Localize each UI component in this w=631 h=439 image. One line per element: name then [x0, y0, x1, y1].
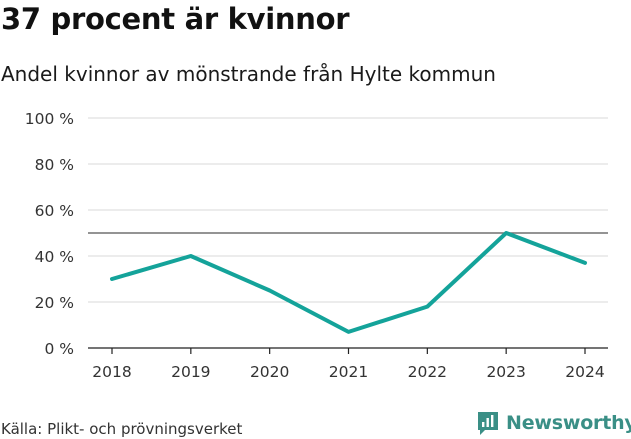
chart-title: 37 procent är kvinnor	[1, 2, 350, 36]
newsworthy-logo-icon	[478, 412, 498, 435]
y-tick-label: 40 %	[35, 248, 74, 266]
y-tick-label: 100 %	[25, 110, 74, 128]
series-line	[110, 231, 587, 334]
x-tick-label: 2021	[329, 363, 368, 381]
chart-subtitle: Andel kvinnor av mönstrande från Hylte k…	[1, 62, 496, 86]
y-tick-label: 0 %	[44, 340, 74, 358]
x-tick-label: 2024	[565, 363, 604, 381]
y-tick-label: 80 %	[35, 156, 74, 174]
x-tick-label: 2019	[171, 363, 210, 381]
x-tick-label: 2020	[250, 363, 289, 381]
line-chart: 0 % 20 % 40 % 60 % 80 % 100 % 2018 2019 2020 202…	[25, 110, 608, 381]
x-axis-ticks: 2018 2019 2020 2021 2022 2023 2024	[92, 348, 605, 381]
series-layer	[110, 231, 587, 334]
y-tick-label: 20 %	[35, 294, 74, 312]
x-tick-label: 2018	[92, 363, 131, 381]
brand-name: Newsworthy	[506, 412, 631, 434]
y-axis-ticks: 0 % 20 % 40 % 60 % 80 % 100 %	[25, 110, 74, 358]
x-tick-label: 2023	[486, 363, 525, 381]
x-tick-label: 2022	[408, 363, 447, 381]
newsworthy-brand: Newsworthy	[476, 409, 631, 437]
source-note: Källa: Plikt- och prövningsverket	[1, 420, 243, 438]
y-tick-label: 60 %	[35, 202, 74, 220]
